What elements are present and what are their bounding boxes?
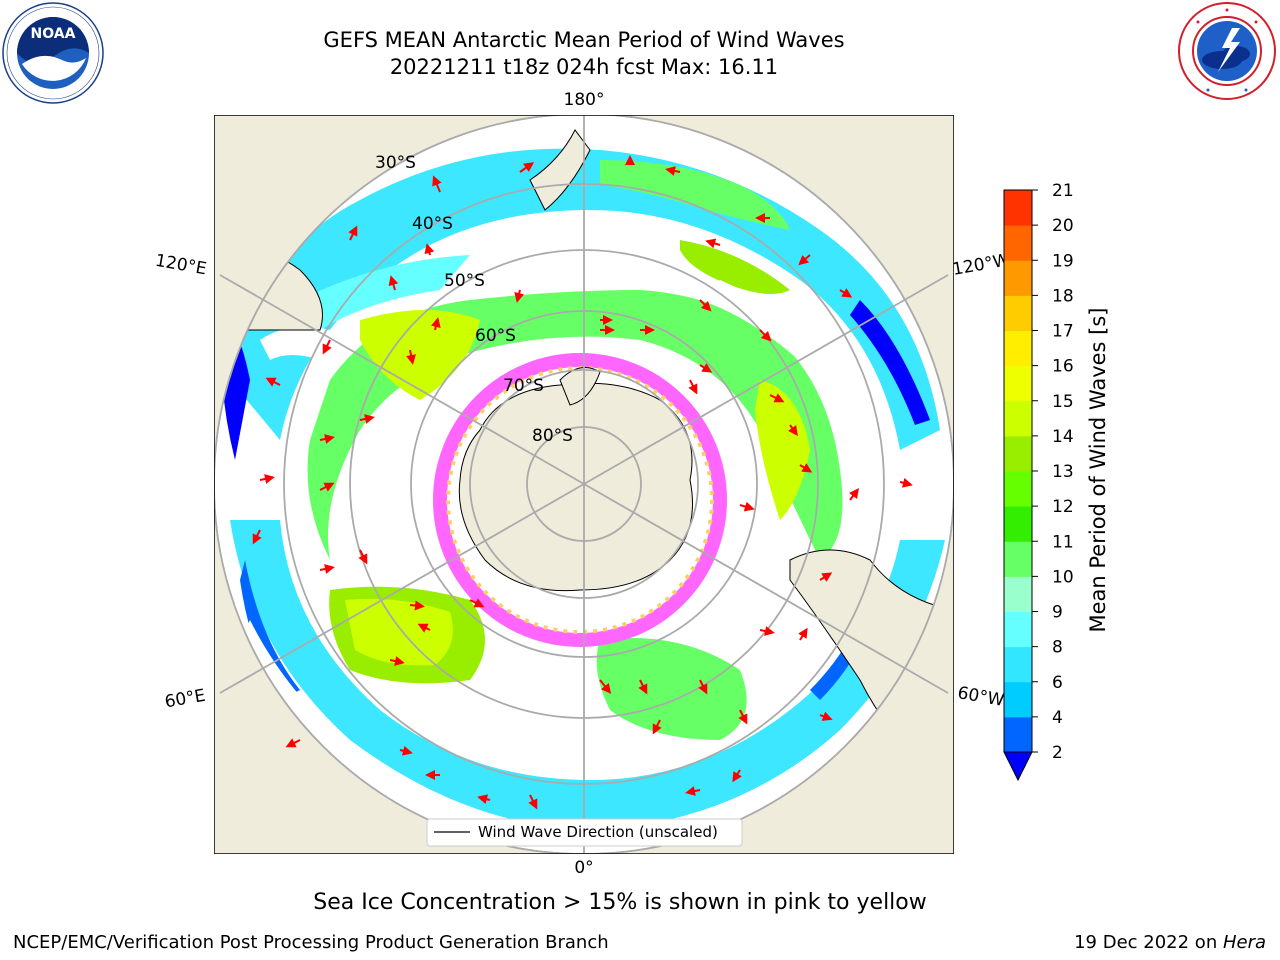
sea-ice-ring — [433, 353, 727, 647]
colorbar-extend-arrow — [1003, 751, 1033, 782]
colorbar-tick-label: 14 — [1052, 427, 1074, 447]
wind-wave-arrows — [252, 155, 913, 810]
colorbar-tick-label: 16 — [1052, 357, 1074, 377]
new-zealand-land — [529, 129, 591, 211]
colorbar-tick-label: 18 — [1052, 286, 1074, 306]
lat-label-60s: 60°S — [475, 326, 516, 346]
lon-label-60e: 60°E — [163, 686, 207, 713]
colorbar-tick-label: 17 — [1052, 322, 1074, 342]
colorbar-segment — [1004, 716, 1032, 753]
colorbar-segment — [1004, 576, 1032, 612]
lon-label-60w: 60°W — [956, 683, 1006, 711]
lat-label-80s: 80°S — [532, 426, 573, 446]
lon-label-180: 180° — [564, 90, 605, 110]
colorbar-tick-label: 6 — [1052, 673, 1063, 693]
lon-label-120e: 120°E — [154, 251, 208, 280]
sea-ice-footnote: Sea Ice Concentration > 15% is shown in … — [313, 890, 927, 915]
credit-host: Hera — [1222, 932, 1266, 953]
colorbar-segment — [1004, 646, 1032, 683]
svg-text:NOAA: NOAA — [31, 26, 76, 42]
credit-left: NCEP/EMC/Verification Post Processing Pr… — [13, 932, 609, 953]
colorbar-segment — [1004, 260, 1032, 296]
colorbar-tick-label: 21 — [1052, 181, 1074, 201]
noaa-logo-icon: NOAA — [2, 2, 104, 104]
colorbar-tick-label: 2 — [1052, 743, 1063, 763]
colorbar-segment — [1004, 365, 1032, 402]
colorbar-tick-label: 4 — [1052, 708, 1063, 728]
colorbar-segment — [1004, 400, 1032, 437]
colorbar-tick-label: 13 — [1052, 462, 1074, 482]
credit-right: 19 Dec 2022 on Hera — [1074, 932, 1266, 953]
colorbar-tick-label: 8 — [1052, 638, 1063, 658]
colorbar-segment — [1004, 295, 1032, 331]
graticule — [214, 115, 954, 854]
chart-subtitle: 20221211 t18z 024h fcst Max: 16.11 — [389, 55, 779, 79]
lon-label-120w: 120°W — [951, 250, 1012, 280]
colorbar-tick-label: 9 — [1052, 603, 1063, 623]
colorbar-tick-label: 20 — [1052, 216, 1074, 236]
chart-title: GEFS MEAN Antarctic Mean Period of Wind … — [323, 28, 845, 52]
colorbar-segment — [1004, 681, 1032, 718]
map-legend: Wind Wave Direction (unscaled) — [426, 818, 743, 847]
colorbar-segment — [1004, 611, 1032, 648]
colorbar-segment — [1004, 541, 1032, 577]
lat-label-40s: 40°S — [412, 214, 453, 234]
colorbar-segment — [1004, 435, 1032, 472]
lat-label-30s: 30°S — [375, 153, 416, 173]
colorbar-segment — [1004, 471, 1032, 507]
lon-label-0: 0° — [574, 858, 593, 878]
colorbar-tick-label: 10 — [1052, 567, 1074, 587]
colorbar-segment — [1004, 506, 1032, 542]
colorbar: 2 4 6 8 9 10 11 12 13 14 15 16 17 18 19 20 21 — [1003, 181, 1074, 782]
nws-logo-icon — [1178, 2, 1276, 100]
colorbar-title: Mean Period of Wind Waves [s] — [1086, 308, 1110, 633]
colorbar-tick-label: 11 — [1052, 532, 1074, 552]
lat-label-70s: 70°S — [503, 376, 544, 396]
lat-label-50s: 50°S — [444, 271, 485, 291]
colorbar-tick-label: 19 — [1052, 251, 1074, 271]
colorbar-tick-label: 12 — [1052, 497, 1074, 517]
colorbar-tick-label: 15 — [1052, 392, 1074, 412]
svg-text:Wind Wave Direction (unscaled): Wind Wave Direction (unscaled) — [478, 823, 718, 841]
colorbar-segment — [1004, 225, 1032, 261]
colorbar-segment — [1004, 190, 1032, 226]
colorbar-segment — [1004, 330, 1032, 367]
